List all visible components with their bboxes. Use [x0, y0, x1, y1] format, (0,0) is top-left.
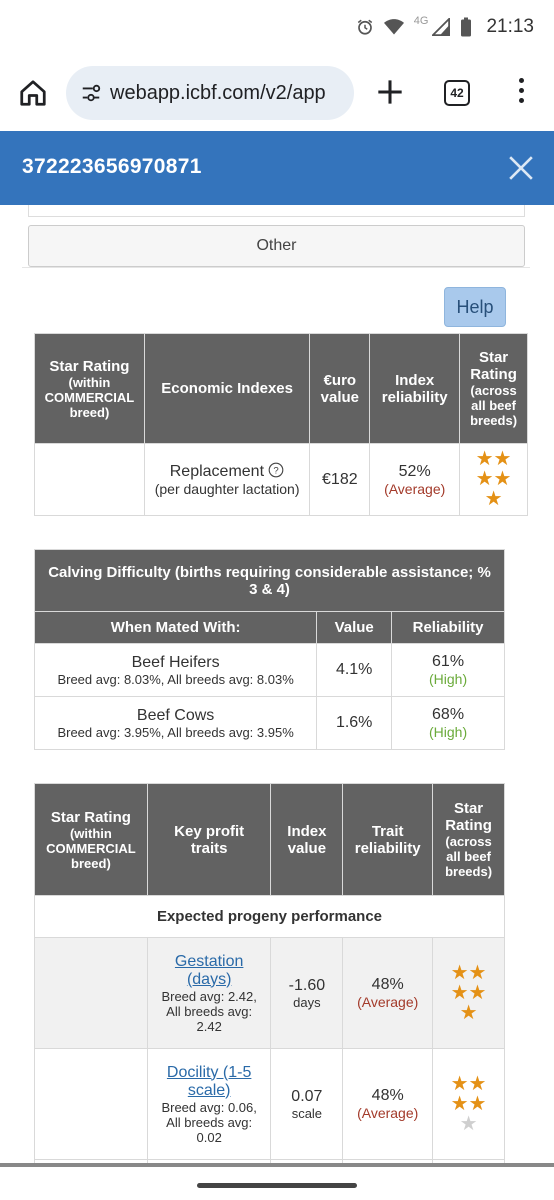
- star-rating: ★★★★★: [446, 1074, 492, 1134]
- euro-value: €182: [309, 443, 371, 516]
- star-filled-icon: ★: [468, 961, 487, 984]
- url-text[interactable]: webapp.icbf.com/v2/app: [110, 81, 326, 104]
- replacement-cell: Replacement ? (per daughter lactation): [143, 443, 311, 516]
- star-rating-cell: ★★★★★: [432, 1048, 505, 1160]
- star-filled-icon: ★: [493, 448, 512, 470]
- when-mated-header: When Mated With:: [33, 611, 318, 644]
- status-bar: 4G 21:13: [0, 0, 554, 56]
- reliability-header: Reliability: [391, 611, 505, 644]
- empty-cell: [34, 443, 145, 516]
- tab-count: 42: [450, 86, 464, 100]
- help-button[interactable]: Help: [444, 287, 506, 327]
- tab-other[interactable]: Other: [28, 225, 525, 267]
- reliability-cell: 48% (Average): [342, 1048, 434, 1160]
- key-profit-traits-header: Key profit traits: [146, 783, 272, 896]
- profit-traits-table: Star Rating (within COMMERCIAL breed) Ke…: [34, 783, 505, 1165]
- table-row: Docility (1-5 scale) Breed avg: 0.06, All…: [34, 1048, 505, 1160]
- index-reliability-header: Index reliability: [369, 333, 461, 444]
- new-tab-icon[interactable]: [376, 78, 404, 106]
- replacement-sublabel: (per daughter lactation): [154, 481, 300, 497]
- reliability-cell: 52% (Average): [369, 443, 461, 516]
- mated-cell: Beef Cows Breed avg: 3.95%, All breeds a…: [33, 696, 318, 750]
- star-filled-icon: ★: [475, 468, 494, 490]
- star-filled-icon: ★: [468, 1092, 487, 1115]
- svg-text:?: ?: [274, 466, 279, 477]
- value-cell: 1.6%: [316, 696, 393, 750]
- economic-indexes-header: Economic Indexes: [143, 333, 311, 444]
- empty-cell: [34, 937, 148, 1049]
- trait-cell: Gestation (days) Breed avg: 2.42, All bre…: [146, 937, 272, 1049]
- navigation-bar: [0, 1163, 554, 1200]
- help-circle-icon[interactable]: ?: [268, 462, 284, 478]
- star-filled-icon: ★: [450, 981, 469, 1004]
- star-filled-icon: ★: [468, 981, 487, 1004]
- reliability-cell: 61% (High): [391, 643, 505, 697]
- star-rating-cell: ★★★★★: [459, 443, 528, 516]
- replacement-label: Replacement: [169, 463, 265, 480]
- table-row: Beef Cows Breed avg: 3.95%, All breeds a…: [33, 696, 505, 750]
- reliability-level: (Average): [384, 480, 446, 497]
- star-filled-icon: ★: [484, 488, 503, 510]
- star-filled-icon: ★: [493, 468, 512, 490]
- value-cell: 4.1%: [316, 643, 393, 697]
- calving-difficulty-title: Calving Difficulty (births requiring con…: [34, 549, 505, 612]
- reliability-cell: 48% (Average): [342, 937, 434, 1049]
- section-title: Expected progeny performance: [34, 895, 505, 938]
- alarm-icon: [357, 19, 372, 35]
- star-rating: ★★★★★: [446, 963, 492, 1023]
- star-filled-icon: ★: [468, 1072, 487, 1095]
- reliability-value: 52%: [398, 462, 431, 480]
- clock: 21:13: [486, 16, 534, 37]
- star-filled-icon: ★: [450, 961, 469, 984]
- tab-switcher-button[interactable]: 42: [444, 80, 470, 106]
- address-bar[interactable]: webapp.icbf.com/v2/app: [66, 66, 354, 120]
- gesture-handle[interactable]: [197, 1183, 357, 1188]
- divider: [22, 267, 530, 268]
- main-content: Other Help Star Rating (within COMMERCIA…: [0, 205, 554, 1165]
- app-header: 372223656970871: [0, 131, 554, 205]
- star-filled-icon: ★: [450, 1072, 469, 1095]
- index-value-cell: -1.60 days: [270, 937, 344, 1049]
- animal-id-title: 372223656970871: [22, 155, 202, 178]
- mated-cell: Beef Heifers Breed avg: 8.03%, All breed…: [33, 643, 318, 697]
- star-filled-icon: ★: [475, 448, 494, 470]
- site-settings-icon[interactable]: [80, 82, 102, 104]
- table-row: Replacement ? (per daughter lactation) €…: [34, 443, 528, 516]
- star-rating-across-header: Star Rating (across all beef breeds): [432, 783, 505, 896]
- star-rating-across-header: Star Rating (across all beef breeds): [459, 333, 528, 444]
- index-value-header: Index value: [270, 783, 344, 896]
- network-type: 4G: [413, 15, 429, 27]
- trait-cell: Docility (1-5 scale) Breed avg: 0.06, All…: [146, 1048, 272, 1160]
- docility-link[interactable]: Docility (1-5 scale): [166, 1063, 252, 1099]
- panel-stub: [28, 205, 525, 217]
- index-value-cell: 0.07 scale: [270, 1048, 344, 1160]
- gestation-link[interactable]: Gestation (days): [174, 952, 244, 988]
- battery-icon: [461, 17, 472, 37]
- star-rating-commercial-header: Star Rating (within COMMERCIAL breed): [34, 783, 148, 896]
- home-icon[interactable]: [18, 78, 48, 108]
- economic-index-table: Star Rating (within COMMERCIAL breed) Ec…: [34, 333, 528, 516]
- star-rating-cell: ★★★★★: [432, 937, 505, 1049]
- browser-toolbar: webapp.icbf.com/v2/app 42: [0, 62, 554, 124]
- table-row: Gestation (days) Breed avg: 2.42, All bre…: [34, 937, 505, 1049]
- star-filled-icon: ★: [459, 1001, 478, 1024]
- calving-difficulty-table: Calving Difficulty (births requiring con…: [33, 549, 505, 750]
- star-filled-icon: ★: [450, 1092, 469, 1115]
- more-menu-icon[interactable]: [514, 78, 528, 108]
- wifi-icon: [383, 19, 404, 35]
- star-rating-commercial-header: Star Rating (within COMMERCIAL breed): [34, 333, 145, 444]
- empty-cell: [34, 1048, 148, 1160]
- table-row: Beef Heifers Breed avg: 8.03%, All breed…: [33, 643, 505, 697]
- value-header: Value: [316, 611, 393, 644]
- star-empty-icon: ★: [459, 1112, 478, 1135]
- reliability-cell: 68% (High): [391, 696, 505, 750]
- signal-icon: [432, 18, 451, 36]
- trait-reliability-header: Trait reliability: [342, 783, 434, 896]
- star-rating: ★★★★★: [471, 449, 517, 509]
- euro-value-header: €uro value: [309, 333, 371, 444]
- close-icon[interactable]: [508, 155, 534, 181]
